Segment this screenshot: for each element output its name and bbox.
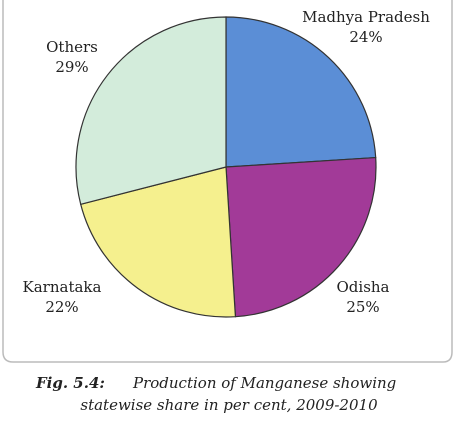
caption-line: Production of Manganese showing (132, 374, 396, 392)
slice-value: 24% (349, 28, 382, 46)
slice-value: 29% (55, 58, 88, 76)
slice-label: Madhya Pradesh (302, 8, 430, 26)
pie-slice (79, 166, 237, 318)
pie-slice (225, 16, 377, 168)
pie-slice (75, 16, 227, 206)
slice-value: 22% (45, 298, 78, 316)
caption-line: statewise share in per cent, 2009-2010 (80, 396, 378, 414)
slice-value: 25% (346, 298, 379, 316)
slice-label: Odisha (337, 278, 390, 296)
pie-slice (225, 156, 377, 318)
slice-label: Karnataka (23, 278, 102, 296)
frame (2, 0, 453, 363)
slice-label: Others (46, 38, 98, 56)
caption-label: Fig. 5.4: (35, 374, 105, 392)
